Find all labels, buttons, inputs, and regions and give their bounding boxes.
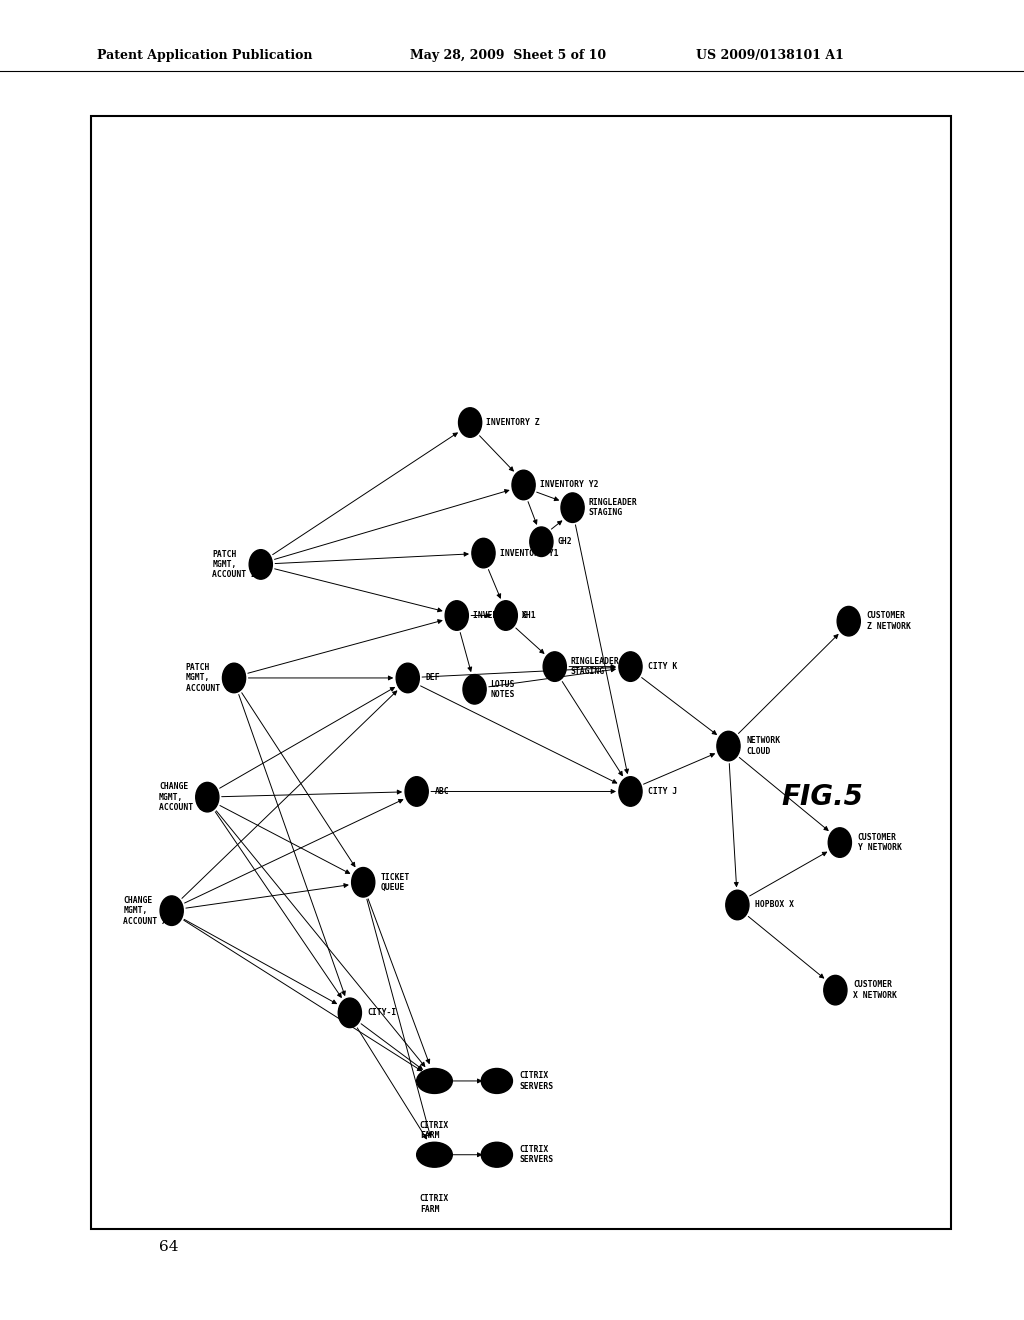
Circle shape	[828, 828, 851, 857]
Ellipse shape	[481, 1068, 512, 1093]
Text: INVENTORY Y1: INVENTORY Y1	[500, 549, 558, 557]
Text: HOPBOX X: HOPBOX X	[755, 900, 795, 909]
Circle shape	[463, 675, 486, 704]
Text: CUSTOMER
X NETWORK: CUSTOMER X NETWORK	[853, 981, 897, 999]
Circle shape	[618, 776, 642, 807]
Text: CITY-I: CITY-I	[368, 1008, 397, 1018]
Circle shape	[160, 896, 183, 925]
Text: INVENTORY Z: INVENTORY Z	[486, 418, 540, 428]
Text: Patent Application Publication: Patent Application Publication	[97, 49, 312, 62]
Text: CUSTOMER
Z NETWORK: CUSTOMER Z NETWORK	[866, 611, 910, 631]
Text: LOTUS
NOTES: LOTUS NOTES	[490, 680, 515, 700]
Text: 64: 64	[159, 1241, 178, 1254]
Circle shape	[495, 601, 517, 630]
Text: CITY K: CITY K	[648, 663, 678, 671]
Circle shape	[472, 539, 495, 568]
Ellipse shape	[417, 1142, 453, 1167]
Ellipse shape	[417, 1068, 453, 1093]
Text: US 2009/0138101 A1: US 2009/0138101 A1	[696, 49, 844, 62]
Text: FIG.5: FIG.5	[781, 783, 863, 812]
Text: TICKET
QUEUE: TICKET QUEUE	[381, 873, 411, 892]
Text: PATCH
MGMT,
ACCOUNT Y: PATCH MGMT, ACCOUNT Y	[185, 663, 229, 693]
Text: PATCH
MGMT,
ACCOUNT Z: PATCH MGMT, ACCOUNT Z	[212, 549, 256, 579]
Circle shape	[618, 652, 642, 681]
Text: INVENTORY X: INVENTORY X	[473, 611, 526, 620]
Text: DEF: DEF	[426, 673, 440, 682]
Circle shape	[406, 776, 428, 807]
Text: NETWORK
CLOUD: NETWORK CLOUD	[746, 737, 780, 756]
Circle shape	[512, 470, 536, 500]
Circle shape	[838, 606, 860, 636]
Circle shape	[529, 527, 553, 557]
Circle shape	[561, 492, 584, 523]
Circle shape	[351, 867, 375, 898]
Circle shape	[249, 549, 272, 579]
Circle shape	[196, 783, 219, 812]
Circle shape	[823, 975, 847, 1005]
Ellipse shape	[481, 1142, 512, 1167]
Text: INVENTORY Y2: INVENTORY Y2	[540, 480, 598, 490]
Text: CITY J: CITY J	[648, 787, 678, 796]
Circle shape	[726, 890, 749, 920]
Text: ABC: ABC	[434, 787, 450, 796]
Circle shape	[717, 731, 740, 760]
Text: RINGLEADER
STAGING: RINGLEADER STAGING	[570, 657, 620, 676]
Text: GH2: GH2	[557, 537, 572, 546]
Circle shape	[543, 652, 566, 681]
Text: May 28, 2009  Sheet 5 of 10: May 28, 2009 Sheet 5 of 10	[410, 49, 606, 62]
Text: CITRIX
SERVERS: CITRIX SERVERS	[519, 1072, 553, 1090]
Circle shape	[459, 408, 481, 437]
Text: CHANGE
MGMT,
ACCOUNT Y: CHANGE MGMT, ACCOUNT Y	[159, 783, 203, 812]
Text: CITRIX
FARM: CITRIX FARM	[420, 1195, 450, 1214]
Text: CHANGE
MGMT,
ACCOUNT X: CHANGE MGMT, ACCOUNT X	[123, 896, 167, 925]
Circle shape	[445, 601, 468, 630]
Text: CITRIX
FARM: CITRIX FARM	[420, 1121, 450, 1140]
Circle shape	[222, 663, 246, 693]
Text: CITRIX
SERVERS: CITRIX SERVERS	[519, 1144, 553, 1164]
Text: CUSTOMER
Y NETWORK: CUSTOMER Y NETWORK	[858, 833, 901, 853]
Circle shape	[396, 663, 420, 693]
Circle shape	[338, 998, 361, 1027]
Text: GH1: GH1	[522, 611, 537, 620]
Text: RINGLEADER
STAGING: RINGLEADER STAGING	[589, 498, 637, 517]
